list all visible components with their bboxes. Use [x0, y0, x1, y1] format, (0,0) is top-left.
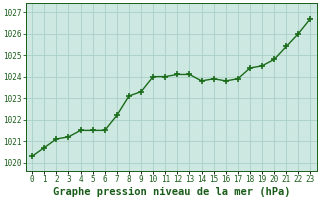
- X-axis label: Graphe pression niveau de la mer (hPa): Graphe pression niveau de la mer (hPa): [52, 186, 290, 197]
